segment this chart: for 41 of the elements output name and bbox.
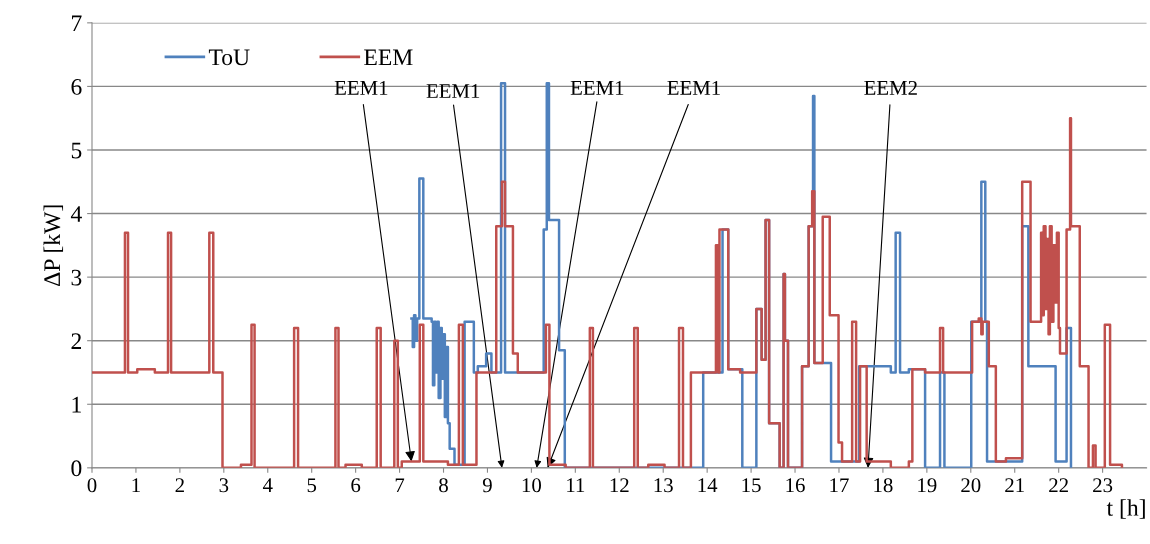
x-tick-label: 7 (395, 478, 405, 493)
x-tick-label: 10 (522, 478, 542, 493)
x-tick-label: 13 (654, 478, 673, 493)
x-tick-label: 6 (351, 478, 361, 493)
y-tick-label: 3 (71, 269, 82, 286)
annotation: EEM1 (667, 80, 720, 95)
y-tick-label: 2 (71, 333, 81, 349)
x-axis-title: t [h] (1106, 499, 1145, 519)
legend-label: EEM (364, 49, 413, 66)
annotation: EEM1 (426, 84, 480, 98)
x-tick-label: 16 (786, 478, 805, 493)
annotation: EEM1 (334, 80, 388, 95)
x-tick-label: 9 (482, 478, 492, 493)
y-tick-label: 0 (71, 460, 82, 477)
x-tick-label: 5 (307, 478, 317, 493)
legend-label: ToU (208, 49, 250, 66)
x-tick-label: 2 (175, 478, 184, 493)
y-tick-label: 7 (72, 15, 82, 32)
y-axis-title: ΔP [kW] (43, 205, 64, 287)
x-tick-label: 20 (961, 478, 981, 493)
x-tick-label: 15 (742, 478, 761, 493)
y-tick-label: 4 (70, 206, 82, 222)
x-tick-label: 19 (918, 478, 937, 493)
x-tick-label: 0 (87, 478, 97, 493)
x-tick-label: 11 (567, 478, 585, 493)
y-tick-label: 5 (71, 142, 82, 159)
x-tick-label: 21 (1005, 478, 1024, 493)
x-tick-label: 18 (874, 478, 893, 493)
x-tick-label: 14 (698, 478, 718, 493)
y-tick-label: 1 (72, 396, 81, 413)
annotation: EEM2 (864, 80, 917, 95)
y-tick-label: 6 (71, 78, 82, 95)
x-tick-label: 1 (132, 478, 140, 493)
x-tick-label: 22 (1049, 478, 1068, 493)
x-tick-label: 8 (439, 478, 448, 493)
x-tick-label: 23 (1093, 478, 1113, 493)
x-tick-label: 3 (219, 478, 229, 493)
x-tick-label: 4 (262, 478, 273, 493)
annotation: EEM1 (570, 80, 624, 95)
x-tick-label: 12 (610, 478, 629, 493)
x-tick-label: 17 (830, 478, 849, 493)
